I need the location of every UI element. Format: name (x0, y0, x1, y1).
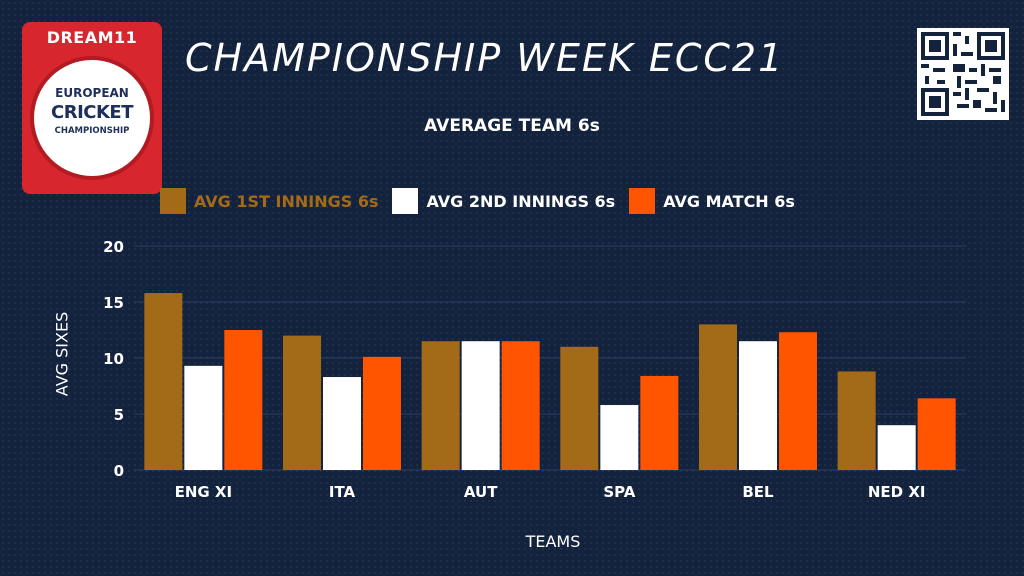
bar-spa-series-2 (600, 405, 639, 470)
legend-item-first-innings: AVG 1ST INNINGS 6s (160, 188, 378, 214)
y-axis-label: AVG SIXES (52, 311, 72, 397)
y-tick-label: 5 (114, 406, 124, 424)
bar-aut-series-2 (461, 341, 500, 470)
chart-title: AVERAGE TEAM 6s (424, 116, 600, 136)
bar-ita-series-1 (283, 335, 321, 470)
bar-bel-series-1 (699, 324, 737, 470)
y-tick-label: 20 (103, 238, 124, 256)
legend-label-match: AVG MATCH 6s (663, 191, 795, 211)
bar-eng-xi-series-2 (184, 365, 223, 470)
y-tick-label: 0 (114, 462, 124, 480)
bar-ned-xi-series-3 (917, 398, 956, 470)
bar-bel-series-2 (739, 341, 777, 470)
legend-swatch-second-innings (392, 188, 419, 214)
bar-ned-xi-series-1 (837, 371, 876, 470)
x-tick-label: NED XI (868, 483, 926, 501)
logo-line-1: EUROPEAN (55, 86, 129, 100)
logo-badge: EUROPEAN CRICKET CHAMPIONSHIP (30, 56, 154, 180)
x-tick-label: ENG XI (175, 483, 232, 501)
logo-line-2: CRICKET (51, 102, 134, 123)
bar-ita-series-3 (363, 356, 401, 470)
bar-ned-xi-series-2 (877, 425, 916, 470)
bar-aut-series-3 (501, 341, 540, 470)
bar-bel-series-3 (779, 332, 817, 470)
legend-item-second-innings: AVG 2ND INNINGS 6s (392, 188, 615, 214)
bar-eng-xi-series-1 (144, 293, 183, 470)
legend-swatch-first-innings (160, 188, 186, 214)
bar-ita-series-2 (323, 377, 361, 470)
logo-line-3: CHAMPIONSHIP (54, 126, 130, 136)
bar-spa-series-1 (560, 346, 599, 470)
x-tick-label: BEL (742, 483, 774, 501)
legend-item-match: AVG MATCH 6s (629, 188, 795, 214)
legend-label-second-innings: AVG 2ND INNINGS 6s (426, 191, 616, 211)
x-tick-label: SPA (603, 483, 635, 501)
page-title: CHAMPIONSHIP WEEK ECC21 (185, 36, 785, 80)
logo-brand-text: DREAM11 (46, 28, 138, 47)
qr-code-icon[interactable] (917, 28, 1009, 120)
legend-swatch-match (629, 188, 656, 214)
bar-spa-series-3 (640, 375, 679, 470)
y-tick-label: 15 (103, 294, 124, 312)
bar-eng-xi-series-3 (224, 330, 263, 470)
dream11-ecc-logo: DREAM11 EUROPEAN CRICKET CHAMPIONSHIP (22, 22, 162, 194)
bar-aut-series-1 (421, 341, 460, 470)
x-tick-label: AUT (464, 483, 498, 501)
x-axis-label: TEAMS (525, 532, 581, 551)
legend-label-first-innings: AVG 1ST INNINGS 6s (194, 191, 379, 211)
x-tick-label: ITA (329, 483, 356, 501)
chart-legend: AVG 1ST INNINGS 6s AVG 2ND INNINGS 6s AV… (160, 186, 809, 216)
y-tick-label: 10 (103, 350, 124, 368)
